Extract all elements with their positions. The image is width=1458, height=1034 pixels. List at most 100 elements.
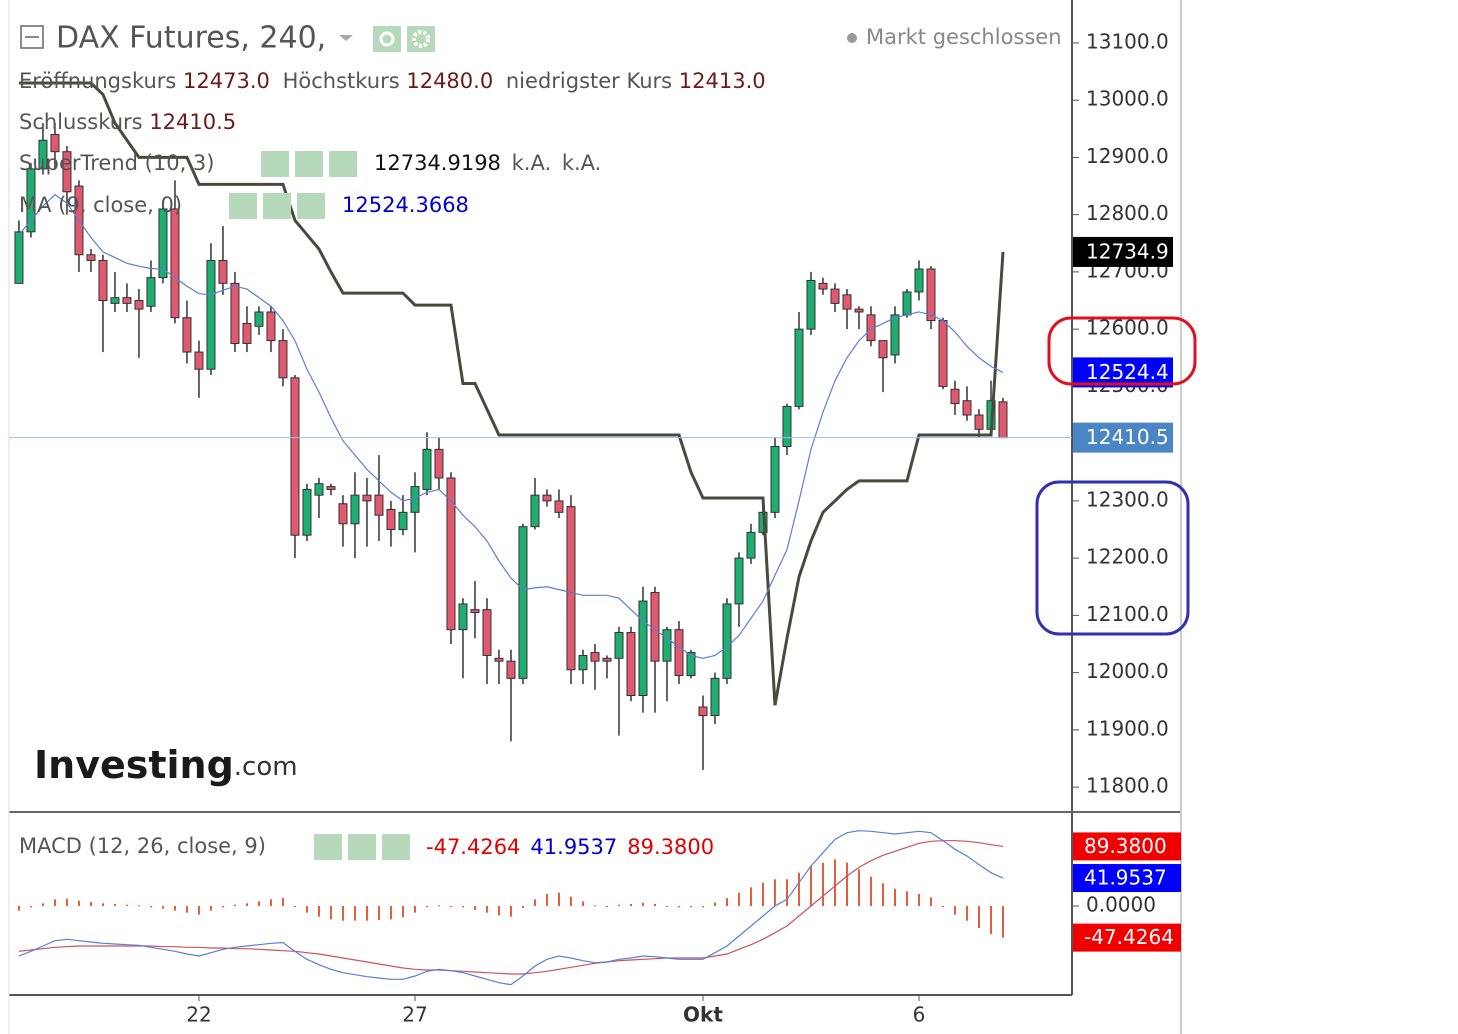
gear-icon[interactable]: [407, 26, 435, 52]
y-tick-label: 12200.0: [1086, 545, 1169, 569]
candle-body: [98, 259, 108, 302]
legend-value: 12410.5: [149, 110, 236, 134]
histogram-bar: [665, 906, 668, 907]
macd-legend: MACD (12, 26, close, 9): [19, 834, 266, 858]
y-tick-label: 12600.0: [1086, 316, 1169, 340]
histogram-bar: [809, 866, 812, 906]
eye-icon[interactable]: [229, 193, 257, 219]
price-label-bg: [1073, 357, 1173, 388]
eye-icon[interactable]: [314, 834, 342, 860]
candle-body: [638, 600, 648, 697]
histogram-bar: [509, 906, 512, 917]
candle-body: [410, 486, 420, 513]
histogram-bar: [725, 898, 728, 906]
ma-icons: [229, 193, 325, 219]
candle-body: [146, 277, 156, 307]
eye-icon[interactable]: [261, 151, 289, 177]
histogram-bar: [797, 872, 800, 906]
legend-name: Eröffnungskurs: [19, 69, 176, 93]
candle-body: [362, 494, 372, 502]
candle-body: [290, 377, 300, 536]
remove-icon[interactable]: [297, 193, 325, 219]
histogram-bar: [389, 906, 392, 920]
gear-icon[interactable]: [348, 834, 376, 860]
candle-body: [122, 297, 132, 304]
candle-body: [38, 139, 48, 170]
histogram-bar: [185, 906, 188, 913]
histogram-bar: [785, 879, 788, 906]
remove-icon[interactable]: [382, 834, 410, 860]
histogram-bar: [773, 879, 776, 906]
histogram-bar: [713, 902, 716, 906]
candle-body: [974, 414, 984, 430]
histogram-bar: [605, 906, 608, 907]
candle-body: [266, 311, 276, 342]
candle-body: [398, 511, 408, 531]
gear-icon[interactable]: [263, 193, 291, 219]
ohlc-legend: Schlusskurs 12410.5: [19, 110, 236, 134]
title-dropdown[interactable]: [339, 35, 353, 41]
indicator-name: SuperTrend (10, 3): [19, 151, 215, 175]
histogram-bar: [65, 898, 68, 906]
candle-body: [530, 494, 540, 528]
price-label: 12524.4: [1086, 360, 1169, 384]
histogram-bar: [845, 862, 848, 906]
histogram-bar: [629, 904, 632, 906]
histogram-bar: [953, 906, 956, 915]
histogram-bar: [821, 862, 824, 906]
candle-body: [890, 314, 900, 356]
red-annotation: [1047, 316, 1197, 386]
candle-body: [506, 660, 516, 679]
histogram-bar: [437, 905, 440, 907]
histogram-bar: [857, 869, 860, 906]
candle-body: [950, 388, 960, 405]
y-tick-label: 12900.0: [1086, 144, 1169, 168]
histogram-bar: [305, 906, 308, 913]
candle-body: [434, 448, 444, 479]
ma-readout: 12524.3668: [342, 193, 469, 217]
candle-body: [86, 254, 96, 261]
histogram-bar: [521, 906, 524, 908]
y-tick-label: 11900.0: [1086, 716, 1169, 740]
histogram-bar: [293, 906, 296, 907]
candle-body: [722, 603, 732, 679]
candle-body: [554, 500, 564, 513]
candle-body: [206, 259, 216, 370]
histogram-bar: [257, 901, 260, 906]
candle-body: [662, 629, 672, 662]
x-tick-label: Okt: [683, 1003, 723, 1027]
candle-body: [806, 279, 816, 330]
histogram-bar: [533, 899, 536, 906]
histogram-bar: [425, 906, 428, 908]
histogram-bar: [569, 896, 572, 906]
y-tick-label: 12100.0: [1086, 602, 1169, 626]
eye-icon[interactable]: [373, 26, 401, 52]
candle-body: [842, 294, 852, 310]
histogram-bar: [125, 904, 128, 906]
price-label-bg: [1073, 236, 1173, 267]
histogram-bar: [233, 904, 236, 906]
candle-body: [494, 657, 504, 662]
blue-annotation: [1035, 480, 1190, 636]
candle-body: [386, 508, 396, 531]
readout: k.A.: [562, 151, 602, 175]
histogram-bar: [173, 906, 176, 911]
candle-body: [182, 317, 192, 353]
gear-icon[interactable]: [295, 151, 323, 177]
collapse-button[interactable]: [20, 25, 44, 49]
x-tick-label: 22: [186, 1003, 211, 1027]
candle-body: [590, 652, 600, 662]
histogram-bar: [689, 906, 692, 908]
candle-body: [50, 134, 60, 153]
readout: -47.4264: [426, 835, 520, 859]
histogram-bar: [461, 906, 464, 908]
remove-icon[interactable]: [329, 151, 357, 177]
histogram-bar: [557, 892, 560, 906]
candle-body: [782, 405, 792, 448]
histogram-bar: [161, 906, 164, 909]
histogram-bar: [101, 903, 104, 906]
histogram-bar: [449, 906, 452, 907]
readout: 89.3800: [627, 835, 714, 859]
candle-body: [314, 483, 324, 496]
legend-name: Höchstkurs: [283, 69, 400, 93]
